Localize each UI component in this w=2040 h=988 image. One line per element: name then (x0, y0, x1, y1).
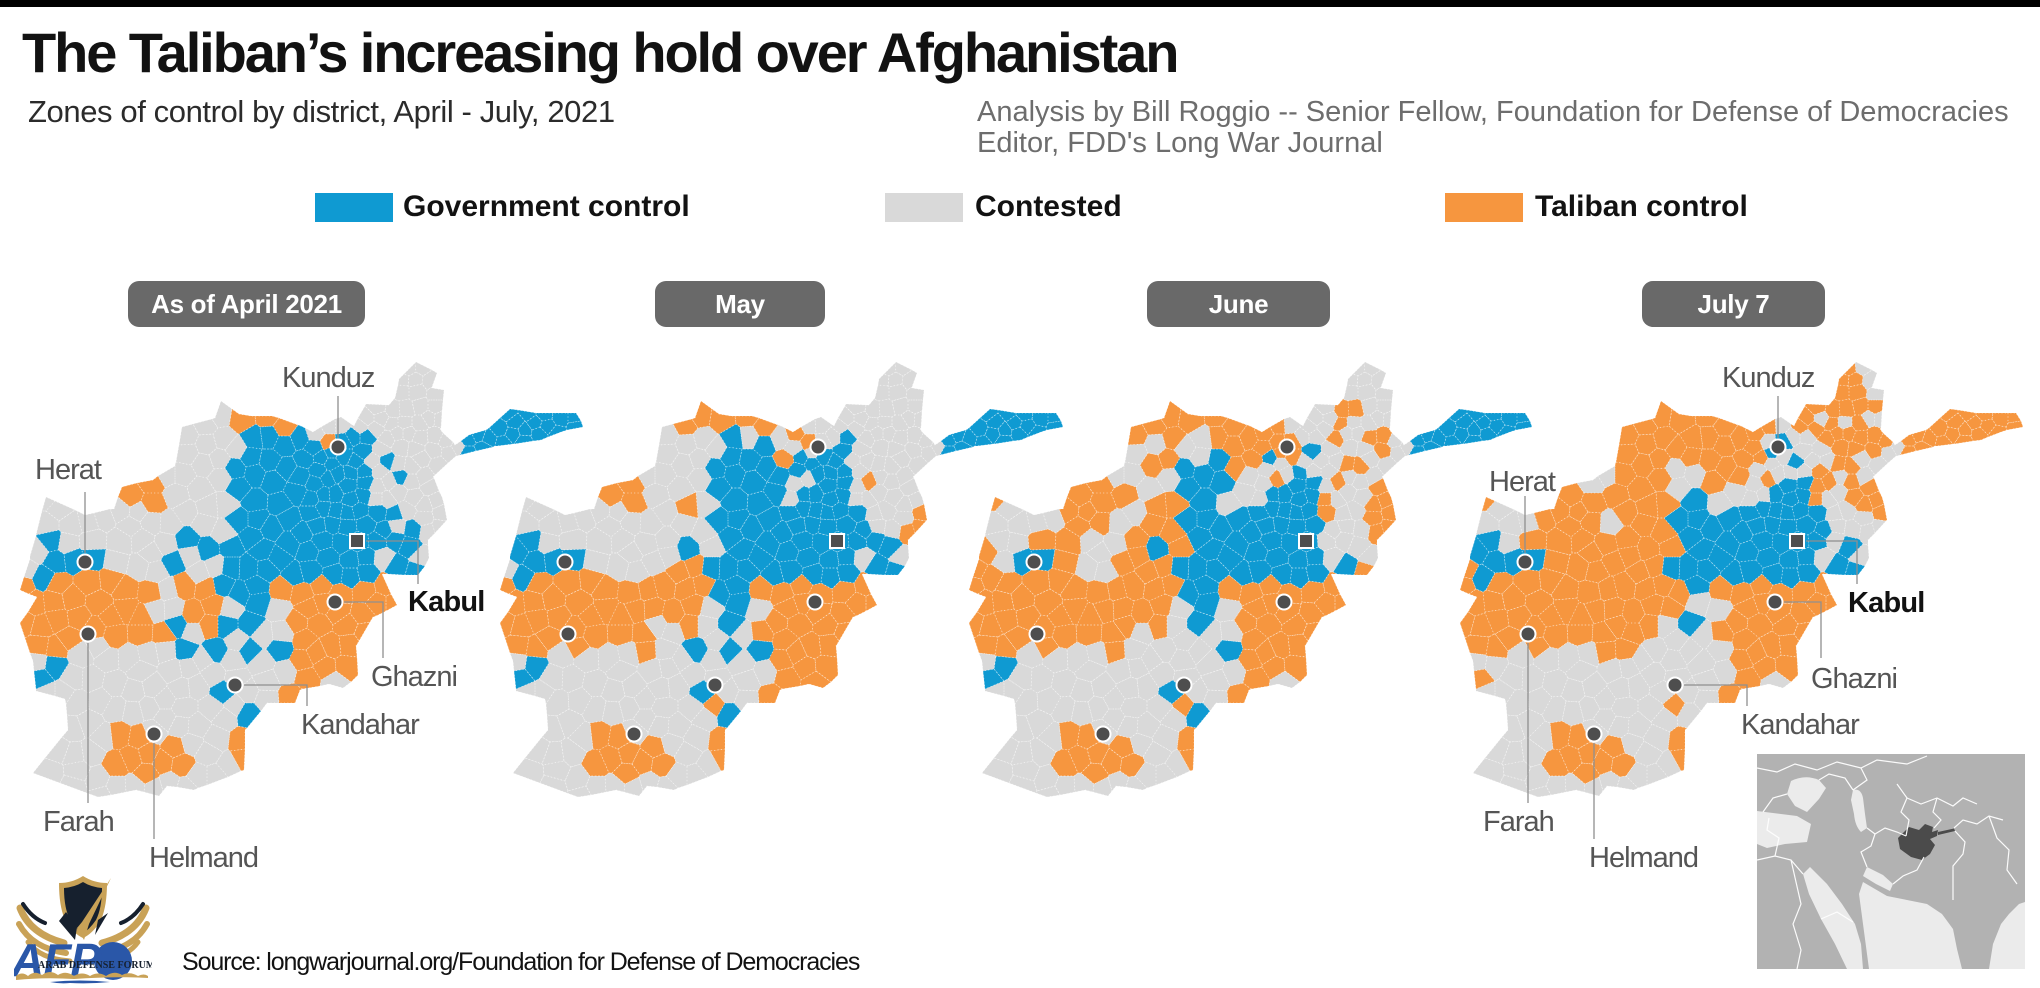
svg-text:ARAB DEFENSE FORUM: ARAB DEFENSE FORUM (38, 960, 152, 971)
